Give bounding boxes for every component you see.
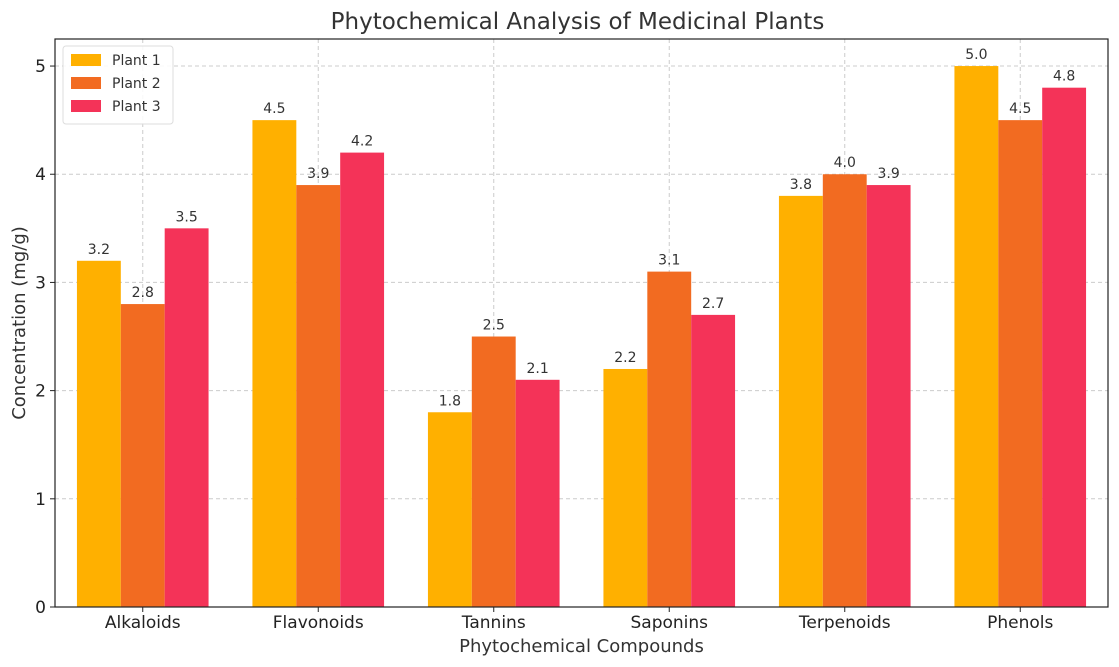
bar [164, 228, 209, 608]
bar [252, 120, 297, 608]
legend-label: Plant 2 [112, 76, 161, 92]
bar [647, 271, 692, 607]
bar-value-label: 5.0 [965, 47, 987, 63]
x-axis-title: Phytochemical Compounds [459, 636, 704, 657]
y-tick-label: 0 [35, 598, 46, 618]
bar [515, 379, 560, 607]
bar [603, 368, 648, 607]
bar [866, 185, 911, 608]
bar-value-label: 3.5 [175, 209, 197, 225]
y-axis-ticks: 0 1 2 3 4 5 [35, 57, 55, 618]
bar [778, 195, 823, 607]
bar-value-label: 2.1 [526, 361, 548, 377]
bar-value-label: 3.2 [88, 242, 110, 258]
bar-value-label: 3.9 [307, 166, 329, 182]
bar [1042, 87, 1087, 607]
bar-value-label: 3.9 [877, 166, 899, 182]
y-tick-label: 5 [35, 57, 46, 77]
x-tick-label: Terpenoids [798, 613, 891, 633]
bar [120, 304, 165, 607]
bar-value-label: 4.5 [263, 101, 285, 117]
legend: Plant 1 Plant 2 Plant 3 [62, 45, 174, 125]
bar [998, 120, 1043, 608]
x-tick-label: Alkaloids [105, 613, 181, 633]
bar [691, 314, 736, 607]
bar-value-label: 2.7 [702, 296, 724, 312]
bar-value-label: 4.5 [1009, 101, 1031, 117]
bar [296, 185, 341, 608]
x-tick-label: Tannins [461, 613, 526, 633]
bar-value-label: 4.2 [351, 134, 373, 150]
bar [427, 412, 472, 607]
y-tick-label: 3 [35, 273, 46, 293]
bar-value-label: 3.8 [790, 177, 812, 193]
legend-label: Plant 1 [112, 53, 161, 69]
y-axis-title: Concentration (mg/g) [9, 226, 30, 420]
bar-value-label: 4.0 [834, 155, 856, 171]
bar-value-label: 1.8 [439, 393, 461, 409]
x-tick-label: Phenols [987, 613, 1053, 633]
chart-title: Phytochemical Analysis of Medicinal Plan… [331, 9, 825, 35]
legend-label: Plant 3 [112, 99, 161, 115]
bar-value-label: 3.1 [658, 253, 680, 269]
bar [822, 174, 867, 607]
bar-value-label: 4.8 [1053, 69, 1075, 85]
y-tick-label: 4 [35, 165, 46, 185]
bar [954, 66, 999, 608]
y-tick-label: 2 [35, 382, 46, 402]
bar [76, 260, 121, 607]
bars [76, 66, 1087, 608]
x-tick-label: Flavonoids [273, 613, 364, 633]
data-labels: 3.2 4.5 1.8 2.2 3.8 5.0 2.8 3.9 2.5 3.1 4.0 4.5 3.5 4… [88, 47, 1076, 409]
bar-value-label: 2.5 [483, 318, 505, 334]
bar-value-label: 2.8 [132, 285, 154, 301]
legend-swatch [71, 77, 101, 89]
bar [471, 336, 516, 607]
x-tick-label: Saponins [630, 613, 708, 633]
legend-swatch [71, 100, 101, 112]
grid-lines [55, 39, 1108, 607]
legend-swatch [71, 54, 101, 66]
y-tick-label: 1 [35, 490, 46, 510]
bar-value-label: 2.2 [614, 350, 636, 366]
x-axis-ticks: Alkaloids Flavonoids Tannins Saponins Terpen… [105, 607, 1054, 633]
bar [340, 152, 385, 607]
axes-frame [54, 38, 1109, 608]
